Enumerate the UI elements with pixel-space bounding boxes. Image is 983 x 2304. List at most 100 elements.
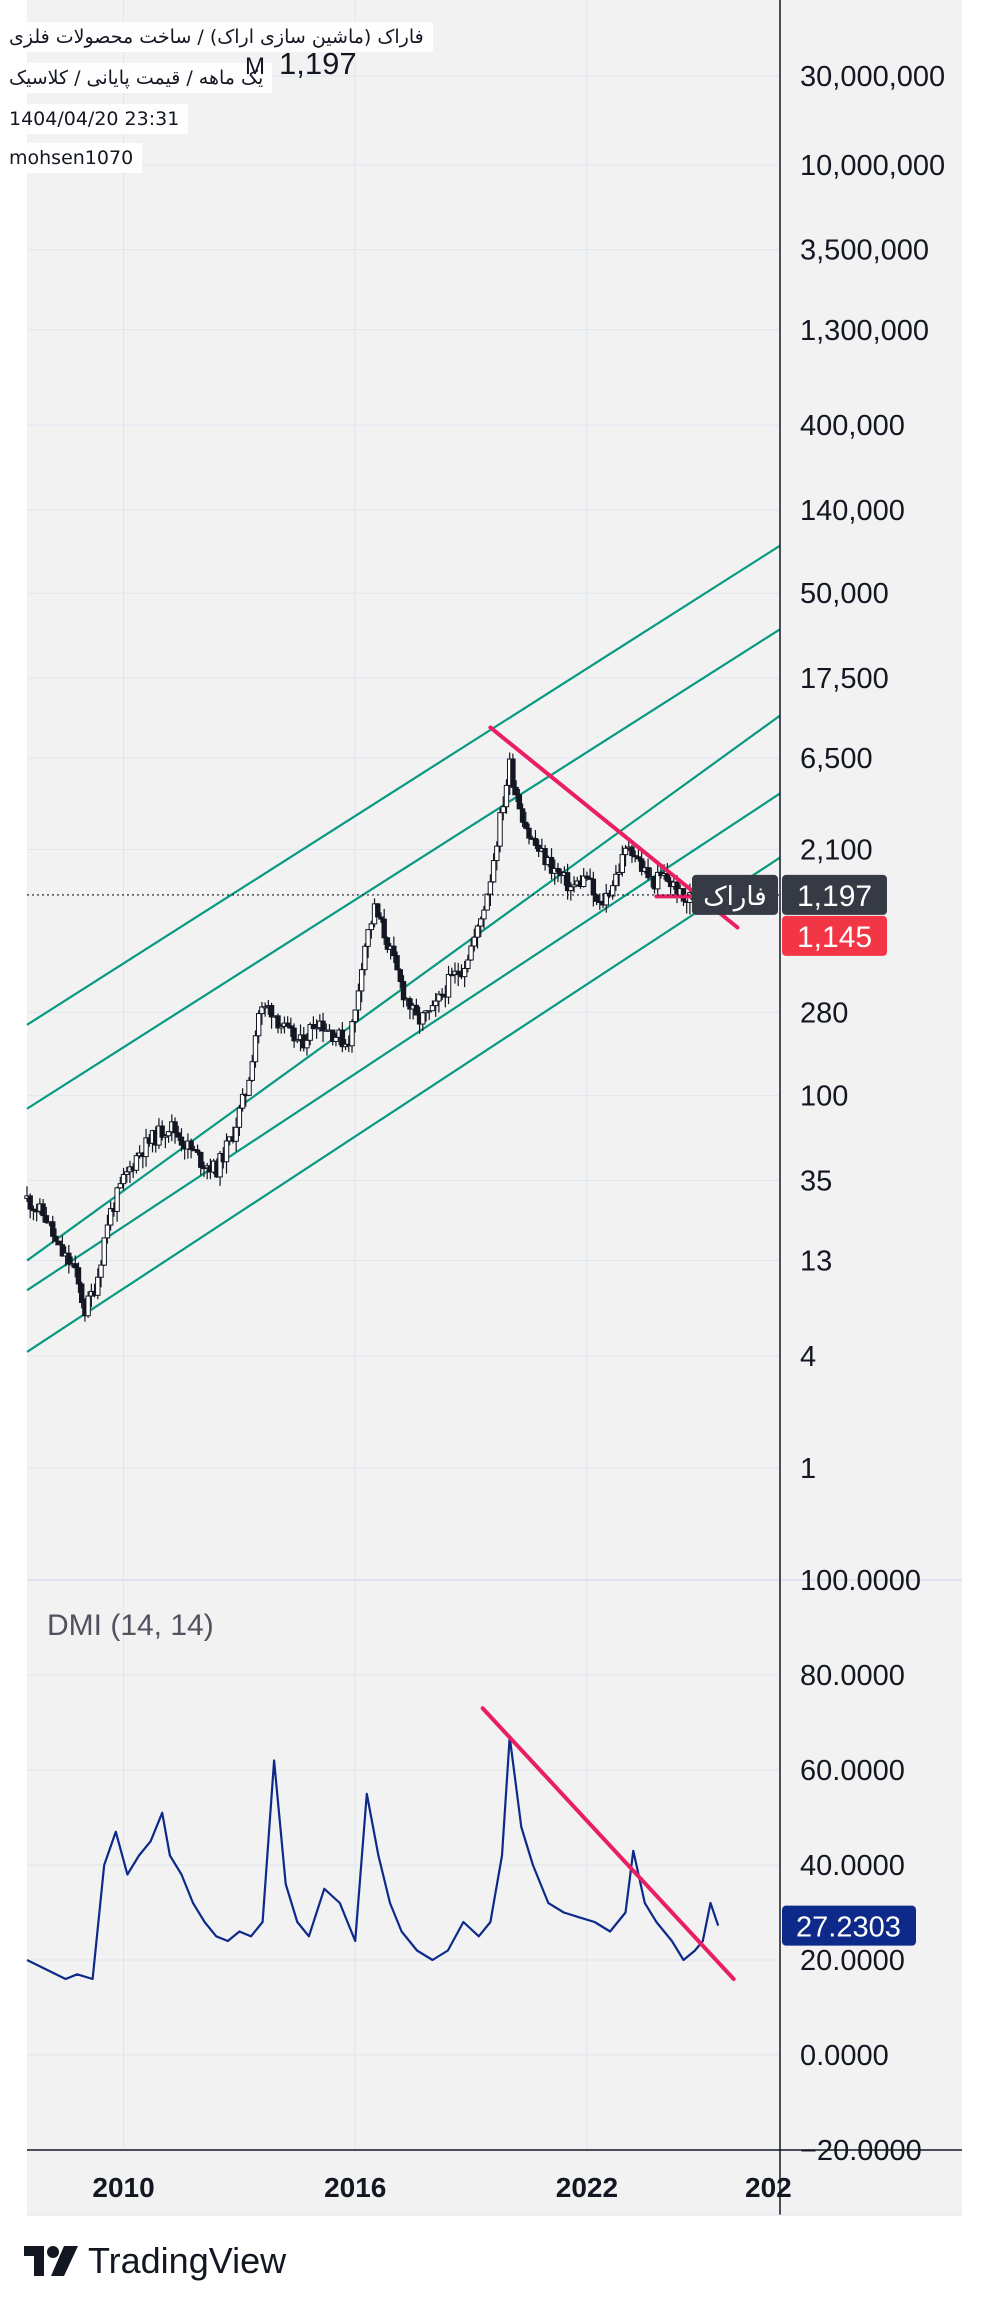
candle-90: [313, 1019, 320, 1039]
candle-body-144: [487, 881, 494, 895]
candle-body-81: [284, 1022, 291, 1027]
candle-body-131: [445, 973, 452, 998]
candle-82: [288, 1017, 294, 1037]
candle-body-126: [429, 1005, 436, 1012]
candle-body-182: [609, 885, 616, 897]
candle-169: [568, 882, 574, 901]
candle-body-78: [275, 1015, 281, 1029]
candle-96: [333, 1032, 339, 1047]
tradingview-brand[interactable]: TradingView: [24, 2240, 286, 2282]
candle-body-34: [133, 1155, 140, 1171]
chart-title: فاراک (ماشین سازی اراک) / ساخت محصولات ف…: [0, 22, 433, 52]
candle-146: [494, 841, 500, 871]
candle-188: [629, 844, 635, 863]
dmi-series-line-0: [26, 1735, 720, 1981]
candle-body-13: [66, 1252, 72, 1265]
candle-body-104: [358, 969, 365, 992]
time-tick-label-1: 2016: [324, 2172, 386, 2203]
channel-line-1: [26, 628, 781, 1110]
candle-98: [339, 1022, 346, 1053]
candle-body-65: [233, 1126, 239, 1142]
candle-10: [56, 1240, 62, 1246]
current-price-tag: 1,197: [782, 874, 887, 915]
candle-185: [619, 845, 626, 877]
candle-22: [95, 1268, 101, 1300]
candle-25: [104, 1214, 111, 1244]
candle-body-6: [43, 1215, 50, 1223]
candle-body-67: [239, 1093, 246, 1109]
candle-9: [53, 1228, 59, 1246]
candle-109: [375, 903, 381, 918]
candle-body-152: [513, 786, 519, 796]
candle-43: [162, 1134, 169, 1149]
dmi-tick-label-5: 0.0000: [800, 2040, 889, 2072]
candle-body-140: [474, 925, 481, 938]
candle-6: [43, 1206, 50, 1224]
candle-body-190: [635, 856, 642, 860]
candle-177: [593, 893, 600, 906]
candle-body-28: [114, 1187, 120, 1212]
candle-body-70: [249, 1061, 255, 1081]
candle-body-114: [391, 945, 397, 957]
candle-105: [362, 943, 368, 976]
candle-body-116: [397, 969, 403, 983]
price-tick-label-13: 3,500,000: [800, 235, 929, 267]
candle-body-74: [262, 1006, 268, 1009]
candle-body-146: [494, 845, 500, 862]
candle-body-191: [638, 858, 645, 872]
candle-body-16: [75, 1267, 82, 1285]
candle-29: [117, 1176, 124, 1189]
candle-body-189: [632, 855, 638, 858]
candle-body-47: [175, 1132, 181, 1138]
candle-76: [268, 1002, 275, 1029]
dmi-tick-label-1: 80.0000: [800, 1660, 905, 1692]
candle-body-169: [568, 886, 574, 892]
candle-body-153: [516, 794, 523, 810]
dmi-value-tag-bg: [782, 1905, 916, 1946]
price-tick-label-6: 2,100: [800, 834, 873, 866]
candle-body-184: [616, 871, 622, 875]
candle-53: [194, 1144, 201, 1156]
candle-body-71: [252, 1035, 259, 1063]
dmi-pane: DMI (14, 14): [26, 1579, 962, 1981]
candles: [24, 752, 719, 1322]
candle-body-60: [217, 1153, 223, 1178]
candle-46: [172, 1117, 178, 1144]
candle-body-72: [255, 1013, 262, 1037]
candle-body-121: [413, 1004, 420, 1016]
candle-body-89: [310, 1023, 317, 1030]
candle-34: [133, 1152, 140, 1174]
price-tick-label-15: 30,000,000: [800, 61, 945, 93]
price-tick-label-0: 1: [800, 1453, 816, 1485]
candle-body-138: [468, 945, 474, 961]
candle-79: [278, 1023, 284, 1034]
channel-line-0: [26, 544, 781, 1026]
candle-body-145: [490, 860, 497, 883]
candle-body-199: [664, 873, 671, 882]
candle-155: [523, 811, 529, 830]
candle-191: [638, 850, 645, 876]
channel-line-4: [26, 856, 781, 1353]
candle-145: [490, 853, 497, 884]
candle-101: [349, 1019, 355, 1053]
candle-65: [233, 1117, 239, 1152]
candle-body-29: [117, 1183, 124, 1189]
candle-body-177: [593, 894, 600, 902]
previous-close-value: 1,145: [797, 921, 872, 954]
candle-body-109: [375, 903, 381, 918]
candle-190: [635, 847, 642, 862]
candle-body-101: [349, 1021, 355, 1047]
candle-119: [407, 996, 413, 1020]
candle-body-186: [622, 847, 629, 856]
dmi-tick-label-3: 40.0000: [800, 1850, 905, 1882]
price-tick-label-3: 35: [800, 1165, 832, 1197]
candle-121: [413, 998, 420, 1016]
candle-body-106: [365, 929, 371, 947]
time-tick-label-0: 2010: [92, 2172, 154, 2203]
candle-184: [616, 863, 622, 887]
candle-body-5: [40, 1203, 46, 1217]
candle-128: [436, 990, 442, 1013]
price-tick-label-9: 50,000: [800, 578, 889, 610]
candle-13: [66, 1244, 72, 1274]
candle-body-105: [362, 945, 368, 971]
